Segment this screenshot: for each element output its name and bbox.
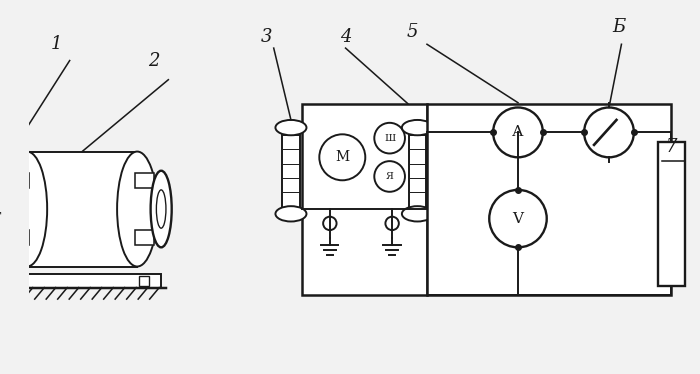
- Bar: [10, 173, 29, 188]
- Bar: [409, 128, 426, 214]
- Bar: [10, 230, 29, 245]
- Ellipse shape: [156, 190, 166, 228]
- Ellipse shape: [275, 120, 307, 135]
- Bar: [658, 142, 685, 286]
- Text: 3: 3: [260, 28, 272, 46]
- Ellipse shape: [402, 206, 433, 221]
- Ellipse shape: [117, 151, 158, 267]
- Circle shape: [319, 134, 365, 180]
- Text: 7: 7: [666, 138, 677, 156]
- Circle shape: [0, 203, 12, 234]
- Circle shape: [493, 107, 543, 157]
- Circle shape: [374, 123, 405, 153]
- Text: 2: 2: [148, 52, 160, 70]
- Circle shape: [374, 161, 405, 192]
- Text: А: А: [512, 125, 524, 140]
- Circle shape: [386, 217, 399, 230]
- Bar: [139, 276, 148, 286]
- Bar: [15, 276, 25, 286]
- Text: Ш: Ш: [384, 134, 395, 142]
- Circle shape: [323, 217, 337, 230]
- Ellipse shape: [402, 120, 433, 135]
- Bar: [427, 104, 671, 295]
- Bar: [3, 274, 161, 288]
- Text: Я: Я: [386, 172, 393, 181]
- Bar: [135, 230, 155, 245]
- Circle shape: [489, 190, 547, 247]
- Ellipse shape: [7, 151, 47, 267]
- Bar: [27, 151, 137, 267]
- Text: 4: 4: [340, 28, 351, 46]
- Text: М: М: [335, 150, 349, 164]
- Text: V: V: [512, 212, 524, 226]
- Text: Б: Б: [612, 18, 625, 36]
- Text: 1: 1: [50, 35, 62, 53]
- Circle shape: [584, 107, 634, 157]
- Text: Т: Т: [0, 212, 1, 225]
- Ellipse shape: [150, 171, 172, 247]
- Ellipse shape: [275, 206, 307, 221]
- Bar: [282, 128, 300, 214]
- Text: 5: 5: [407, 23, 419, 41]
- Bar: [302, 104, 427, 295]
- Bar: [135, 173, 155, 188]
